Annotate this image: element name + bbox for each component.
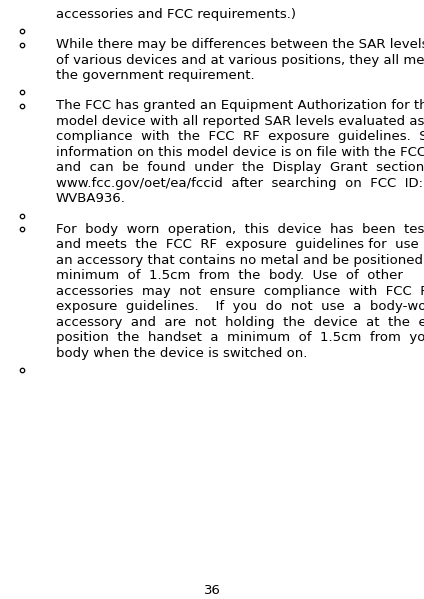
Text: The FCC has granted an Equipment Authorization for this: The FCC has granted an Equipment Authori…	[56, 99, 424, 113]
Text: WVBA936.: WVBA936.	[56, 192, 126, 205]
Text: and  can  be  found  under  the  Display  Grant  section  of: and can be found under the Display Grant…	[56, 162, 424, 174]
Text: accessories and FCC requirements.): accessories and FCC requirements.)	[56, 8, 296, 21]
Text: While there may be differences between the SAR levels: While there may be differences between t…	[56, 38, 424, 52]
Text: information on this model device is on file with the FCC: information on this model device is on f…	[56, 146, 424, 159]
Text: compliance  with  the  FCC  RF  exposure  guidelines.  SAR: compliance with the FCC RF exposure guid…	[56, 131, 424, 143]
Text: www.fcc.gov/oet/ea/fccid  after  searching  on  FCC  ID:: www.fcc.gov/oet/ea/fccid after searching…	[56, 177, 423, 190]
Text: 36: 36	[204, 584, 220, 597]
Text: the government requirement.: the government requirement.	[56, 69, 255, 82]
Text: of various devices and at various positions, they all meet: of various devices and at various positi…	[56, 54, 424, 66]
Text: accessory  and  are  not  holding  the  device  at  the  ear,: accessory and are not holding the device…	[56, 316, 424, 329]
Text: body when the device is switched on.: body when the device is switched on.	[56, 347, 307, 359]
Text: minimum  of  1.5cm  from  the  body.  Use  of  other: minimum of 1.5cm from the body. Use of o…	[56, 269, 403, 282]
Text: position  the  handset  a  minimum  of  1.5cm  from  your: position the handset a minimum of 1.5cm …	[56, 331, 424, 344]
Text: For  body  worn  operation,  this  device  has  been  tested: For body worn operation, this device has…	[56, 223, 424, 235]
Text: model device with all reported SAR levels evaluated as in: model device with all reported SAR level…	[56, 115, 424, 128]
Text: exposure  guidelines.    If  you  do  not  use  a  body-worn: exposure guidelines. If you do not use a…	[56, 300, 424, 313]
Text: and meets  the  FCC  RF  exposure  guidelines for  use  with: and meets the FCC RF exposure guidelines…	[56, 238, 424, 251]
Text: accessories  may  not  ensure  compliance  with  FCC  RF: accessories may not ensure compliance wi…	[56, 285, 424, 298]
Text: an accessory that contains no metal and be positioned a: an accessory that contains no metal and …	[56, 253, 424, 267]
